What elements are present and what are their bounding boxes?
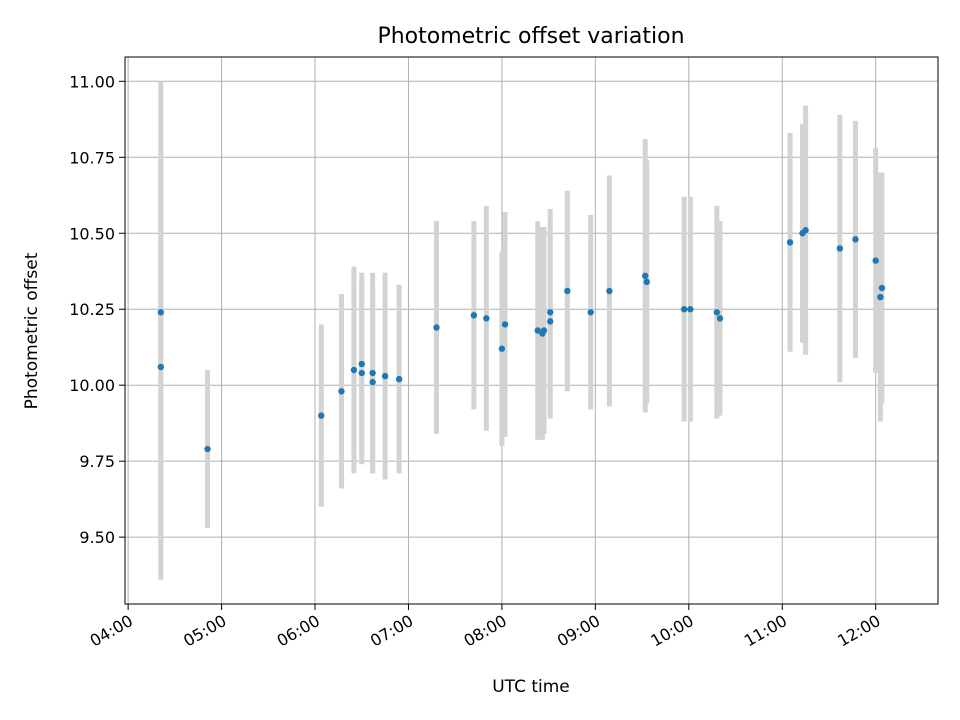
data-point <box>395 375 403 383</box>
y-tick-label: 10.50 <box>69 224 115 243</box>
data-point <box>687 306 694 313</box>
data-point <box>358 360 365 368</box>
data-point <box>470 312 478 319</box>
data-point <box>716 315 724 322</box>
data-point <box>369 369 376 377</box>
data-point <box>606 287 613 295</box>
x-axis-label: UTC time <box>492 677 570 697</box>
y-axis-label: Photometric offset <box>22 252 42 409</box>
data-point <box>318 412 325 419</box>
data-point <box>713 309 721 316</box>
data-point <box>498 345 506 352</box>
y-tick-label: 10.00 <box>69 376 115 395</box>
data-point <box>534 327 541 334</box>
y-tick-label: 9.75 <box>79 452 115 471</box>
data-point <box>872 257 879 264</box>
data-point <box>433 324 440 331</box>
data-points <box>157 227 886 453</box>
data-point <box>643 278 650 286</box>
y-tick-label: 10.75 <box>69 148 115 167</box>
data-point <box>501 321 509 328</box>
data-point <box>641 272 649 279</box>
plot-frame <box>124 56 939 605</box>
data-point <box>836 245 844 252</box>
data-point <box>877 293 884 301</box>
y-tick-label: 11.00 <box>69 72 115 91</box>
data-point <box>587 309 594 316</box>
y-tick-label: 10.25 <box>69 300 115 319</box>
data-point <box>369 378 376 386</box>
data-point <box>564 287 571 295</box>
data-point <box>157 363 165 371</box>
data-point <box>381 372 389 380</box>
data-point <box>786 239 794 246</box>
data-point <box>540 327 548 334</box>
data-point <box>680 306 688 313</box>
data-point <box>802 227 809 234</box>
data-point <box>204 445 211 453</box>
data-point <box>546 318 554 325</box>
data-point <box>483 315 490 322</box>
chart-title: Photometric offset variation <box>377 24 684 49</box>
data-point <box>338 388 345 395</box>
y-axis-ticks: 9.50 9.75 10.00 10.25 10.50 10.75 11.00 <box>69 72 125 547</box>
data-point <box>878 284 886 292</box>
data-point <box>546 309 554 316</box>
y-tick-label: 9.50 <box>79 528 115 547</box>
data-point <box>852 236 859 243</box>
data-point <box>358 369 365 377</box>
plot-area <box>125 57 938 604</box>
data-point <box>350 366 358 374</box>
data-point <box>157 309 165 316</box>
